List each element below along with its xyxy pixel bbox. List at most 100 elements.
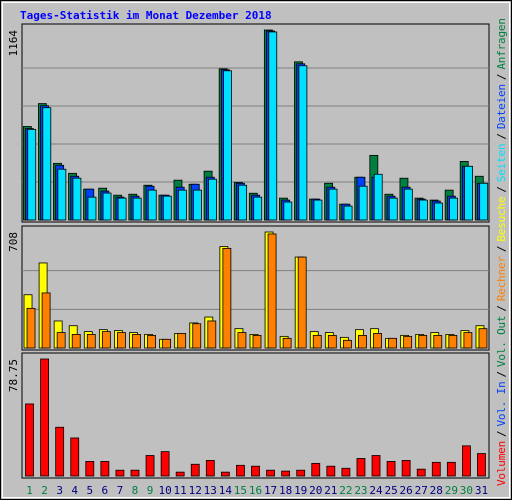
bar — [388, 197, 398, 221]
bar — [463, 332, 473, 349]
bar — [341, 467, 351, 477]
x-tick-label: 8 — [132, 484, 139, 497]
bar — [419, 199, 428, 221]
legend-entry: Seiten — [495, 143, 508, 182]
x-tick-label: 21 — [324, 484, 337, 497]
bar — [192, 323, 202, 349]
bar — [446, 461, 456, 477]
bar — [266, 469, 275, 477]
y-tick-label: 78.75 — [7, 359, 20, 392]
bar — [268, 31, 278, 221]
x-tick-label: 25 — [384, 484, 397, 497]
x-tick-label: 1 — [26, 484, 33, 497]
bar — [57, 168, 67, 221]
bar — [100, 461, 110, 477]
bar — [132, 197, 142, 221]
legend-entry: Rechner — [495, 256, 508, 302]
bar — [313, 199, 323, 221]
x-tick-label: 2 — [41, 484, 48, 497]
bar — [87, 196, 97, 221]
bar — [222, 247, 232, 349]
bar — [434, 202, 443, 221]
x-tick-label: 7 — [117, 484, 124, 497]
bar — [102, 192, 112, 221]
x-tick-label: 29 — [445, 484, 458, 497]
bar — [42, 107, 52, 221]
bar — [177, 333, 187, 349]
bar — [220, 471, 230, 477]
bar — [386, 461, 396, 477]
legend-separator: / — [495, 305, 508, 312]
legend-entry: Besuche — [495, 196, 508, 241]
bar — [358, 185, 368, 221]
bar — [251, 465, 260, 477]
bar — [162, 195, 172, 221]
bar — [71, 334, 81, 349]
bar — [117, 332, 126, 349]
bar — [388, 337, 397, 349]
x-tick-label: 13 — [204, 484, 217, 497]
bar — [56, 332, 66, 349]
y-tick-label: 708 — [7, 232, 20, 252]
bar — [282, 337, 292, 349]
legend-separator: / — [495, 73, 508, 80]
x-tick-label: 18 — [279, 484, 292, 497]
bar — [175, 471, 185, 477]
bar — [208, 178, 217, 221]
bar — [41, 292, 51, 349]
x-tick-label: 20 — [309, 484, 322, 497]
bar — [40, 358, 49, 477]
bar — [343, 205, 353, 221]
bar — [238, 184, 248, 221]
x-tick-label: 24 — [369, 484, 383, 497]
x-tick-label: 19 — [294, 484, 307, 497]
bar — [373, 173, 383, 221]
bar — [433, 334, 443, 349]
bar — [416, 468, 426, 477]
bar — [283, 201, 293, 221]
bar — [72, 177, 82, 221]
x-tick-label: 23 — [354, 484, 367, 497]
bar — [296, 469, 306, 477]
bar — [26, 307, 36, 349]
bar — [312, 334, 322, 349]
bar — [223, 70, 232, 221]
bar — [147, 334, 156, 349]
x-tick-label: 5 — [86, 484, 93, 497]
legend-separator: / — [495, 186, 508, 193]
x-tick-label: 16 — [249, 484, 262, 497]
x-tick-label: 22 — [339, 484, 352, 497]
bar — [342, 339, 352, 349]
x-tick-label: 15 — [234, 484, 247, 497]
bar — [25, 403, 34, 477]
panel — [21, 352, 490, 479]
legend-entry: Anfragen — [495, 18, 508, 70]
bar — [431, 461, 441, 477]
x-tick-label: 31 — [475, 484, 488, 497]
bar — [328, 188, 338, 221]
bar — [373, 333, 382, 349]
legend-separator: / — [495, 133, 508, 140]
bar — [418, 334, 428, 349]
bar — [147, 189, 157, 221]
x-tick-label: 11 — [174, 484, 187, 497]
legend-separator: / — [495, 430, 508, 437]
bar — [207, 320, 217, 349]
bar — [462, 445, 471, 477]
bar — [449, 197, 458, 221]
bar — [70, 437, 80, 477]
x-tick-label: 3 — [56, 484, 63, 497]
x-tick-label: 17 — [264, 484, 277, 497]
bar — [358, 334, 367, 349]
legend-entry: Vol. Out — [495, 315, 508, 367]
chart-title: Tages-Statistik im Monat Dezember 2018 — [20, 9, 272, 22]
bar — [55, 426, 65, 477]
bar — [193, 189, 202, 221]
x-tick-label: 6 — [102, 484, 109, 497]
bar — [237, 332, 247, 349]
bar — [281, 470, 291, 477]
bar — [177, 189, 187, 221]
bar — [86, 334, 96, 349]
legend: Volumen / Vol. In / Vol. Out / Rechner / Besuche… — [495, 18, 508, 486]
